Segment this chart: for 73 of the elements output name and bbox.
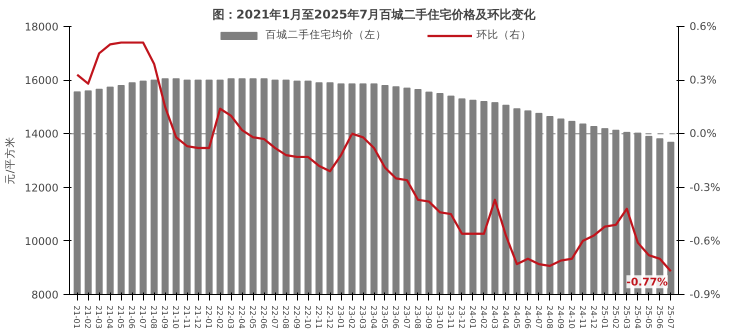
y-tick-label: 16000 [24,74,59,88]
x-tick-label: 25-01 [600,306,609,329]
legend-label: 环比（右） [476,28,532,42]
x-tick-label: 23-10 [434,306,444,329]
x-tick-label: 22-09 [292,306,302,329]
line-series [76,41,672,272]
x-tick-label: 22-11 [314,306,324,329]
y-tick-label: 14000 [24,128,59,141]
x-tick-label: 23-09 [424,306,433,329]
x-tick-label: 24-04 [500,306,510,329]
x-tick-label: 22-04 [237,306,246,329]
x-tick-label: 24-10 [566,306,576,329]
x-tick-label: 22-03 [226,306,236,329]
x-tick-label: 24-07 [534,306,543,329]
x-tick-label: 23-12 [456,306,466,329]
x-tick-label: 24-08 [544,306,554,329]
chart-title: 图：2021年1月至2025年7月百城二手住宅价格及环比变化 [212,8,537,22]
x-tick-label: 23-07 [402,306,411,329]
x-tick-label: 23-06 [390,306,400,329]
y2-tick-label: -0.3% [690,180,720,194]
x-tick-label: 22-01 [204,306,214,329]
x-tick-label: 24-01 [468,306,477,329]
x-tick-label: 21-11 [182,306,192,329]
x-tick-label: 24-09 [556,306,565,329]
y-tick-label: 18000 [24,20,59,34]
y2-tick-label: -0.9% [690,288,720,301]
x-tick-label: 21-06 [127,306,136,329]
x-tick-label: 24-11 [578,306,587,329]
y-tick-label: 10000 [24,234,59,248]
x-tick-label: 21-08 [149,306,158,329]
y-tick-label: 12000 [24,181,59,194]
x-tick-label: 22-06 [259,306,268,329]
x-tick-label: 23-05 [380,306,389,329]
x-tick-label: 23-02 [347,306,356,329]
x-tick-label: 21-09 [160,306,170,329]
x-tick-label: 24-05 [512,306,521,329]
y-axis-title: 元/平方米 [4,136,17,184]
x-tick-label: 25-06 [654,306,664,329]
x-tick-label: 24-03 [490,306,499,329]
x-tick-label: 25-03 [622,306,631,329]
x-tick-label: 21-12 [193,306,202,329]
x-tick-label: 23-04 [369,306,378,329]
x-tick-label: 23-01 [336,306,346,329]
x-tick-label: 21-04 [105,306,114,329]
x-tick-label: 21-02 [83,306,92,329]
x-tick-label: 22-02 [215,306,224,329]
x-tick-label: 22-07 [270,306,280,329]
x-tick-label: 25-04 [632,306,642,329]
x-tick-label: 25-02 [610,306,620,329]
x-tick-label: 23-11 [446,306,455,329]
x-tick-label: 21-03 [94,306,104,329]
x-tick-label: 21-05 [116,306,126,329]
y2-tick-label: 0.6% [690,20,717,33]
x-tick-label: 24-02 [478,306,488,329]
x-tick-label: 21-10 [171,306,180,329]
legend-label: 百城二手住宅均价（左） [266,28,386,42]
x-tick-label: 23-03 [358,306,368,329]
y2-tick-label: -0.6% [690,234,720,248]
y-tick-label: 8000 [31,288,59,302]
x-tick-label: 22-12 [325,306,334,329]
x-tick-label: 24-12 [588,306,598,329]
x-tick-label: 21-07 [138,306,148,329]
x-tick-label: 22-08 [281,306,290,329]
x-tick-label: 22-10 [303,306,312,329]
x-tick-label: 25-05 [644,306,653,329]
data-label: -0.77% [626,275,668,288]
x-tick-label: 22-05 [248,306,258,329]
x-tick-label: 23-08 [412,306,422,329]
x-tick-label: 25-07 [666,306,675,329]
y2-tick-label: 0.0% [690,127,717,140]
x-tick-label: 21-01 [72,306,82,329]
y2-tick-label: 0.3% [690,74,717,87]
x-tick-label: 24-06 [522,306,532,329]
